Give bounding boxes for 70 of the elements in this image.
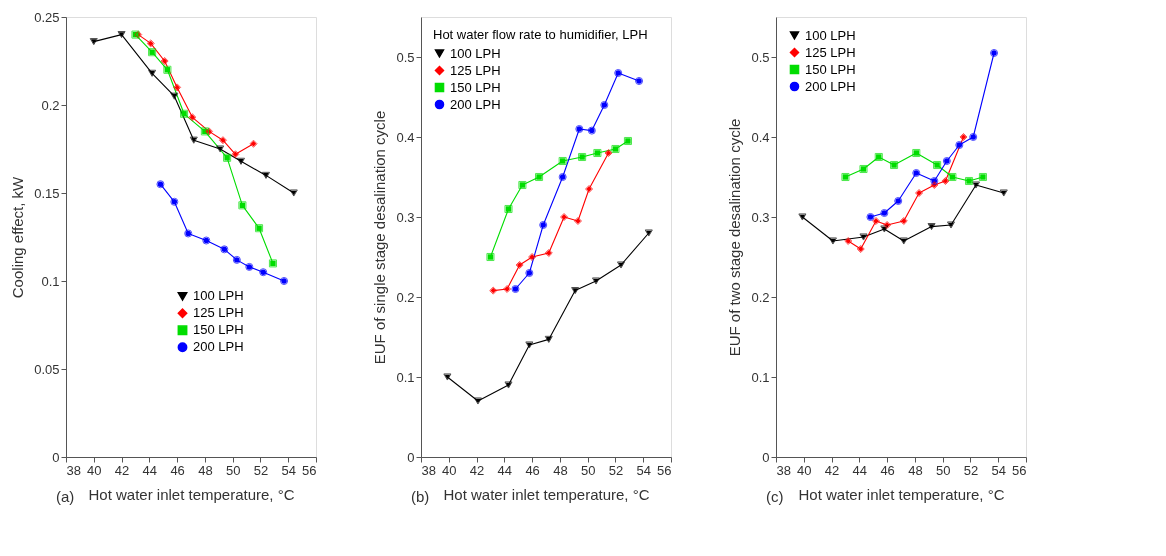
x-axis-title: Hot water inlet temperature, °C [88,485,295,503]
x-tick-label: 48 [198,462,213,478]
y-tick-label: 0.1 [751,369,770,385]
x-tick-label: 40 [797,462,812,478]
y-axis-title: Cooling effect, kW [9,175,27,299]
x-tick-label: 50 [225,462,241,478]
legend-label: 200 LPH [193,339,244,355]
x-tick-label: 44 [142,462,158,478]
y-axis-title: EUF of single stage desalination cycle [371,110,389,365]
y-tick-label: 0.4 [751,129,770,145]
x-tick-label: 52 [608,462,624,478]
legend-label: 150 LPH [193,322,244,338]
y-tick-label: 0.3 [751,209,770,225]
x-tick-label: 46 [170,462,185,478]
y-tick-label: 0.5 [396,49,415,65]
y-tick-label: 0.3 [396,209,415,225]
x-tick-label: 56 [302,462,317,478]
x-tick-label: 56 [657,462,672,478]
y-axis-title: EUF of two stage desalination cycle [726,118,744,357]
y-tick-label: 0 [52,449,60,465]
x-tick-label: 48 [908,462,923,478]
x-tick-label: 40 [87,462,102,478]
y-tick-label: 0.2 [396,289,415,305]
x-tick-label: 54 [281,462,296,478]
y-tick-label: 0 [762,449,770,465]
x-tick-label: 48 [553,462,568,478]
x-tick-label: 42 [824,462,840,478]
y-tick-label: 0.2 [751,289,770,305]
x-tick-label: 50 [935,462,951,478]
x-tick-label: 42 [114,462,130,478]
y-tick-label: 0.25 [34,9,60,25]
text: (c) [766,488,784,505]
x-tick-label: 56 [1012,462,1027,478]
legend-label: 125 LPH [805,44,856,60]
y-tick-label: 0.1 [396,369,415,385]
legend-label: 100 LPH [805,27,856,43]
x-tick-label: 54 [636,462,651,478]
legend-label: 125 LPH [193,305,244,321]
legend-label: 125 LPH [450,62,501,78]
x-axis-title: Hot water inlet temperature, °C [443,485,650,503]
x-tick-label: 52 [963,462,979,478]
text: (a) [56,488,75,505]
y-tick-label: 0.2 [41,97,60,113]
x-tick-label: 40 [442,462,457,478]
x-tick-label: 44 [497,462,513,478]
legend-label: 200 LPH [450,96,501,112]
legend-label: 150 LPH [805,61,856,77]
x-tick-label: 38 [421,462,436,478]
x-tick-label: 46 [880,462,895,478]
legend-label: 200 LPH [805,78,856,94]
x-tick-label: 46 [525,462,540,478]
legend-label: 100 LPH [193,288,244,304]
y-tick-label: 0.1 [41,273,60,289]
legend-title: Hot water flow rate to humidifier, LPH [433,27,648,42]
x-tick-label: 50 [580,462,596,478]
x-tick-label: 52 [253,462,269,478]
y-tick-label: 0.5 [751,49,770,65]
x-tick-label: 38 [66,462,81,478]
x-tick-label: 42 [469,462,485,478]
y-tick-label: 0.4 [396,129,415,145]
y-tick-label: 0 [407,449,415,465]
y-tick-label: 0.15 [34,185,60,201]
legend-label: 150 LPH [450,79,501,95]
text: (b) [411,488,430,505]
x-tick-label: 38 [776,462,791,478]
y-tick-label: 0.05 [34,361,60,377]
x-axis-title: Hot water inlet temperature, °C [798,485,1005,503]
x-tick-label: 44 [852,462,868,478]
x-tick-label: 54 [991,462,1006,478]
legend-label: 100 LPH [450,45,501,61]
